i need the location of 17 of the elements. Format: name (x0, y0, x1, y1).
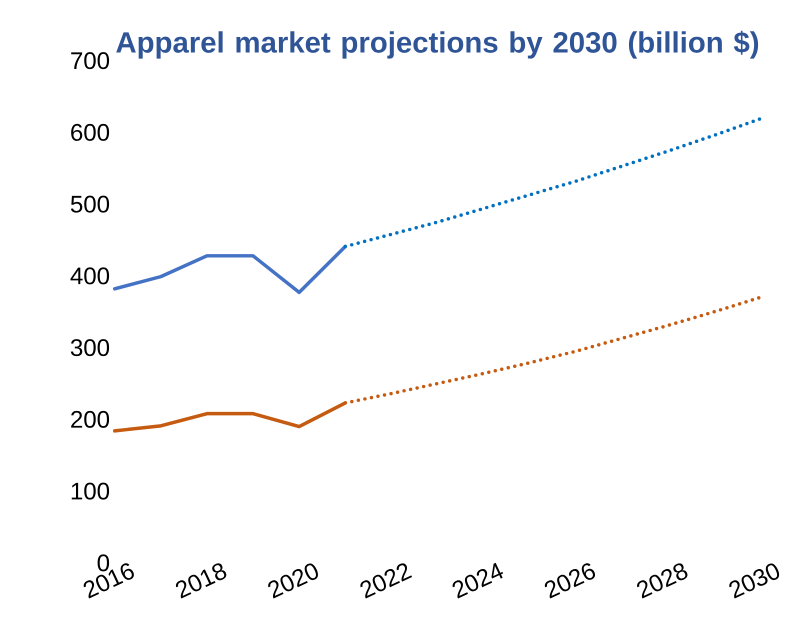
x-tick-label: 2018 (176, 563, 226, 598)
y-tick-label: 100 (72, 482, 110, 500)
y-tick-label: 700 (71, 52, 110, 70)
x-tick-label: 2028 (637, 563, 688, 598)
x-tick-label: 2020 (268, 563, 318, 598)
y-tick-label: 400 (70, 267, 110, 284)
y-tick-label: 500 (70, 196, 110, 213)
chart-title: Apparel market projections by 2030 (billion $) (116, 30, 758, 58)
y-tick-label: 300 (70, 339, 110, 356)
line-series (344, 116, 762, 248)
y-tick-label: 600 (71, 124, 110, 141)
x-tick-label: 2024 (452, 562, 504, 598)
x-tick-label: 2026 (544, 563, 596, 598)
x-tick-label: 2030 (729, 563, 780, 598)
x-tick-label: 2022 (360, 563, 412, 598)
y-tick-label: 200 (71, 410, 110, 428)
line-series (112, 244, 348, 294)
